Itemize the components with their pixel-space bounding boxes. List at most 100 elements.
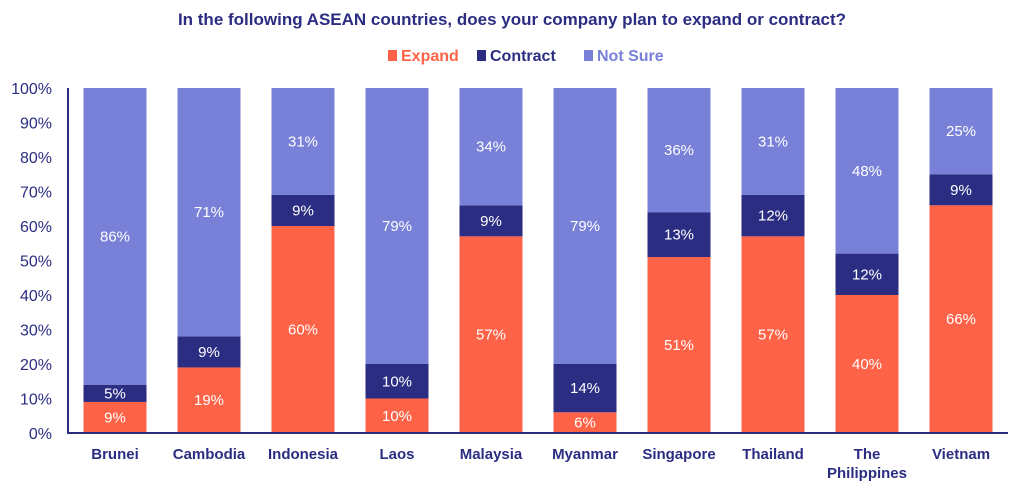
x-tick-label: Myanmar xyxy=(552,446,618,463)
x-tick-label: Laos xyxy=(379,446,414,463)
bar-group-vietnam: 66% 9% 25% xyxy=(929,88,993,433)
bar-segment-contract xyxy=(83,384,147,402)
bar-segment-not-sure xyxy=(83,88,147,385)
y-tick-label: 60% xyxy=(20,219,52,236)
y-axis: 0% 10% 20% 30% 40% 50% 60% 70% 80% 90% 100% xyxy=(11,81,69,443)
bar-segment-not-sure xyxy=(271,88,335,195)
bar-segment-not-sure xyxy=(741,88,805,195)
bar-group-brunei: 9% 5% 86% xyxy=(83,88,147,433)
bar-segment-expand xyxy=(929,205,993,433)
bar-segment-expand xyxy=(835,295,899,433)
data-label: 66% xyxy=(946,311,976,328)
bar-segment-expand xyxy=(271,226,335,433)
bar-segment-not-sure xyxy=(177,88,241,337)
bar-segment-contract xyxy=(647,212,711,258)
data-label: 40% xyxy=(852,356,882,373)
data-label: 12% xyxy=(758,208,788,225)
bar-segment-not-sure xyxy=(835,88,899,254)
y-tick-label: 50% xyxy=(20,254,52,271)
bar-segment-expand xyxy=(553,412,617,433)
x-tick-label: The Philippines xyxy=(827,446,907,482)
data-label: 10% xyxy=(382,408,412,425)
y-tick-label: 20% xyxy=(20,357,52,374)
data-label: 25% xyxy=(946,123,976,140)
x-tick-label: Malaysia xyxy=(460,446,523,463)
bar-segment-expand xyxy=(177,367,241,433)
x-tick-label: Singapore xyxy=(642,446,715,463)
bar-group-myanmar: 6% 14% 79% xyxy=(553,88,617,433)
x-tick-label: Thailand xyxy=(742,446,804,463)
legend-swatch-expand xyxy=(388,50,397,61)
legend: Expand Contract Not Sure xyxy=(388,48,664,65)
bar-group-the-philippines: 40% 12% 48% xyxy=(835,88,899,433)
data-label: 10% xyxy=(382,373,412,390)
bar-group-malaysia: 57% 9% 34% xyxy=(459,88,523,433)
bar-segment-not-sure xyxy=(365,88,429,364)
data-label: 36% xyxy=(664,142,694,159)
bar-segment-contract xyxy=(365,364,429,399)
bar-group-laos: 10% 10% 79% xyxy=(365,88,429,433)
data-label: 9% xyxy=(950,182,972,199)
legend-swatch-contract xyxy=(477,50,486,61)
bar-segment-not-sure xyxy=(553,88,617,364)
data-label: 51% xyxy=(664,337,694,354)
data-label: 9% xyxy=(104,409,126,426)
bar-segment-expand xyxy=(741,236,805,433)
legend-label: Contract xyxy=(490,48,556,65)
data-label: 6% xyxy=(574,415,596,432)
x-tick-label: Brunei xyxy=(91,446,139,463)
bar-segment-expand xyxy=(83,401,147,433)
bar-segment-contract xyxy=(929,174,993,206)
bar-group-indonesia: 60% 9% 31% xyxy=(271,88,335,433)
x-axis: Brunei Cambodia Indonesia Laos Malaysia Myanm… xyxy=(67,432,1008,482)
y-tick-label: 90% xyxy=(20,116,52,133)
bar-segment-contract xyxy=(177,336,241,368)
chart-title: In the following ASEAN countries, does y… xyxy=(178,10,846,29)
bar-segment-contract xyxy=(459,205,523,237)
data-label: 79% xyxy=(570,218,600,235)
bar-segment-expand xyxy=(459,236,523,433)
bar-segment-contract xyxy=(741,194,805,237)
bar-group-singapore: 51% 13% 36% xyxy=(647,88,711,433)
bar-segment-not-sure xyxy=(929,88,993,175)
data-label: 48% xyxy=(852,163,882,180)
data-label: 31% xyxy=(288,133,318,150)
bar-group-cambodia: 19% 9% 71% xyxy=(177,88,241,433)
data-label: 31% xyxy=(758,133,788,150)
y-tick-label: 10% xyxy=(20,392,52,409)
data-label: 9% xyxy=(480,213,502,230)
y-tick-label: 40% xyxy=(20,288,52,305)
bar-segment-expand xyxy=(365,398,429,433)
data-label: 13% xyxy=(664,227,694,244)
data-label: 5% xyxy=(104,385,126,402)
data-label: 12% xyxy=(852,266,882,283)
data-label: 71% xyxy=(194,204,224,221)
y-tick-label: 70% xyxy=(20,185,52,202)
bar-segment-contract xyxy=(271,194,335,226)
data-label: 34% xyxy=(476,139,506,156)
y-tick-label: 80% xyxy=(20,150,52,167)
x-tick-label: Vietnam xyxy=(932,446,990,463)
data-label: 86% xyxy=(100,228,130,245)
data-label: 79% xyxy=(382,218,412,235)
y-tick-label: 0% xyxy=(29,426,52,443)
data-label: 60% xyxy=(288,322,318,339)
legend-label: Not Sure xyxy=(597,48,664,65)
data-label: 57% xyxy=(758,327,788,344)
legend-label: Expand xyxy=(401,48,459,65)
x-tick-label: Indonesia xyxy=(268,446,339,463)
bar-segment-expand xyxy=(647,257,711,433)
data-label: 19% xyxy=(194,392,224,409)
bar-segment-contract xyxy=(835,253,899,295)
bar-segment-not-sure xyxy=(647,88,711,213)
data-label: 57% xyxy=(476,327,506,344)
bar-segment-not-sure xyxy=(459,88,523,206)
data-label: 14% xyxy=(570,380,600,397)
bars: 9% 5% 86% 19% 9% 71% 60% 9% 31% 10% 10% 79% 57% 9% 34%… xyxy=(83,88,993,433)
bar-segment-contract xyxy=(553,364,617,413)
legend-swatch-not-sure xyxy=(584,50,593,61)
bar-group-thailand: 57% 12% 31% xyxy=(741,88,805,433)
data-label: 9% xyxy=(292,202,314,219)
data-label: 9% xyxy=(198,344,220,361)
